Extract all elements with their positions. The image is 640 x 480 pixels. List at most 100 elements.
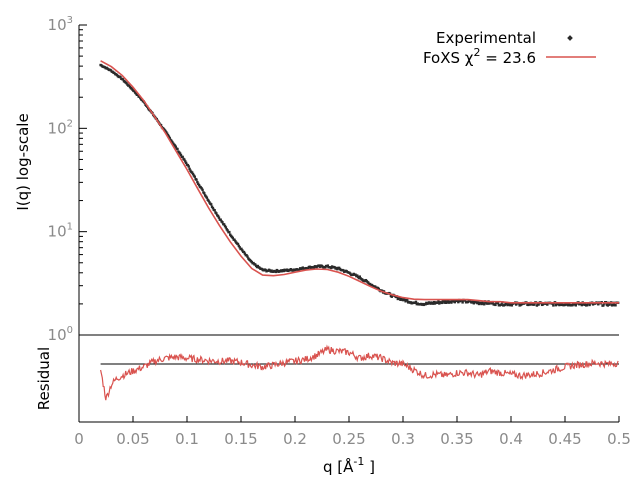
experimental-point: [193, 175, 196, 178]
experimental-point: [250, 260, 253, 264]
experimental-point: [358, 275, 361, 278]
experimental-point: [461, 301, 464, 304]
residual-panel: 0 0.05 0.1 0.15 0.2 0.25 0.3 0.35 0.4 0.45 0.5 Resi…: [35, 335, 631, 476]
experimental-point: [241, 249, 244, 252]
experimental-point: [574, 304, 577, 307]
experimental-point: [186, 164, 190, 167]
experimental-point: [167, 135, 171, 138]
x-tick-label: 0.5: [607, 430, 631, 448]
experimental-point: [444, 299, 447, 303]
experimental-point: [480, 302, 483, 306]
experimental-point: [228, 230, 231, 234]
experimental-point: [301, 266, 304, 269]
x-tick-label: 0.4: [499, 430, 523, 448]
experimental-point: [245, 254, 248, 257]
experimental-point: [476, 301, 480, 304]
experimental-point: [602, 304, 605, 307]
experimental-point: [213, 209, 216, 212]
experimental-point: [274, 270, 278, 274]
experimental-point: [242, 250, 246, 254]
experimental-point: [168, 136, 171, 140]
experimental-point: [170, 139, 173, 143]
experimental-point: [571, 304, 574, 307]
experimental-point: [171, 140, 174, 144]
experimental-point: [136, 93, 139, 96]
experimental-point: [184, 161, 188, 165]
experimental-point: [165, 132, 169, 135]
experimental-point: [457, 300, 460, 304]
experimental-point: [139, 96, 142, 100]
experimental-point: [500, 303, 503, 306]
experimental-point: [528, 303, 532, 306]
experimental-point: [488, 302, 491, 305]
experimental-point: [211, 206, 215, 210]
experimental-point: [306, 267, 310, 270]
experimental-point: [588, 303, 591, 307]
experimental-point: [195, 178, 198, 181]
experimental-point: [446, 299, 450, 303]
experimental-point: [505, 302, 508, 305]
experimental-point: [201, 188, 204, 192]
legend-experimental-label: Experimental: [436, 29, 536, 47]
x-tick-label: 0.1: [175, 430, 199, 448]
experimental-point: [164, 129, 167, 133]
experimental-point: [342, 269, 345, 272]
experimental-point: [552, 304, 555, 307]
experimental-point: [190, 171, 194, 174]
experimental-point: [374, 285, 377, 288]
residual-line: [100, 344, 619, 401]
experimental-point: [510, 304, 514, 307]
experimental-point: [200, 187, 203, 190]
experimental-point: [367, 281, 370, 284]
experimental-point: [233, 238, 236, 242]
x-tick-label: 0.05: [116, 430, 149, 448]
x-axis-title: q [Å-1 ]: [323, 455, 375, 476]
experimental-point: [134, 92, 138, 95]
experimental-point: [216, 214, 220, 218]
experimental-point: [354, 273, 357, 276]
experimental-point: [238, 246, 241, 249]
legend-experimental-marker: [567, 35, 573, 41]
x-tick-label: 0.45: [548, 430, 581, 448]
experimental-point: [127, 84, 131, 87]
experimental-point: [298, 268, 301, 272]
experimental-point: [174, 145, 177, 148]
experimental-point: [608, 303, 611, 306]
experimental-point: [377, 287, 381, 291]
experimental-point: [229, 233, 232, 236]
experimental-point: [196, 180, 199, 184]
y-tick-label: 101: [48, 222, 73, 241]
experimental-point: [469, 299, 472, 303]
experimental-point: [236, 242, 240, 246]
experimental-point: [356, 274, 359, 277]
experimental-point: [308, 265, 311, 268]
experimental-point: [357, 276, 361, 280]
experimental-point: [573, 302, 577, 306]
experimental-point: [424, 303, 427, 306]
experimental-point: [223, 224, 227, 228]
experimental-point: [390, 295, 393, 298]
experimental-point: [566, 304, 570, 307]
experimental-point: [496, 302, 500, 305]
experimental-point: [514, 303, 518, 306]
experimental-point: [189, 169, 192, 172]
experimental-point: [326, 264, 330, 267]
experimental-point: [368, 282, 372, 286]
experimental-point: [178, 152, 182, 155]
main-y-axis-title: I(q) log-scale: [14, 113, 32, 210]
experimental-point: [133, 89, 136, 93]
experimental-point: [179, 153, 183, 157]
experimental-point: [256, 264, 260, 268]
experimental-point: [197, 183, 201, 187]
experimental-point: [209, 203, 213, 206]
experimental-point: [183, 158, 186, 161]
experimental-point: [437, 300, 440, 303]
x-tick-label: 0.25: [332, 430, 365, 448]
x-tick-label: 0: [74, 430, 84, 448]
experimental-point: [252, 261, 255, 265]
experimental-point: [432, 300, 436, 304]
legend-foxs-label: FoXS χ2 = 23.6: [423, 46, 536, 67]
experimental-point: [466, 300, 469, 304]
